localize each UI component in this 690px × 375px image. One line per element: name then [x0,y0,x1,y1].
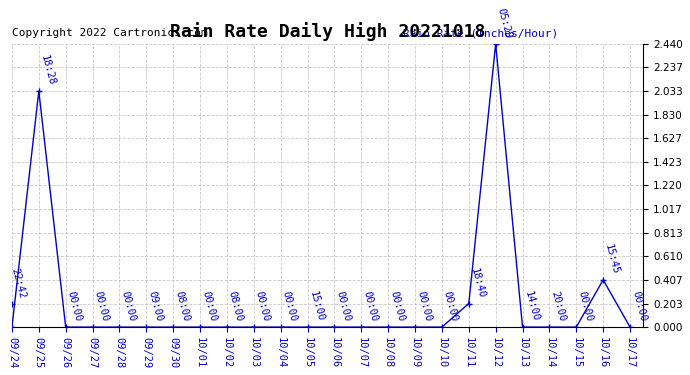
Text: 05:29: 05:29 [495,7,513,40]
Text: 15:00: 15:00 [308,290,325,323]
Text: 00:00: 00:00 [119,290,137,323]
Text: 00:00: 00:00 [92,290,110,323]
Text: 00:00: 00:00 [200,290,218,323]
Text: 18:40: 18:40 [469,267,486,299]
Text: 20:00: 20:00 [549,290,567,323]
Text: 00:00: 00:00 [335,290,352,323]
Text: 18:28: 18:28 [39,54,57,87]
Text: 00:00: 00:00 [281,290,298,323]
Text: 00:00: 00:00 [576,290,594,323]
Text: 00:00: 00:00 [254,290,272,323]
Title: Rain Rate Daily High 20221018: Rain Rate Daily High 20221018 [170,22,485,41]
Text: 08:00: 08:00 [173,290,191,323]
Text: 15:45: 15:45 [603,243,621,276]
Text: Copyright 2022 Cartronics.com: Copyright 2022 Cartronics.com [12,28,208,38]
Text: 00:00: 00:00 [630,290,648,323]
Text: 22:42: 22:42 [9,267,27,299]
Text: 00:00: 00:00 [442,290,460,323]
Text: 08:00: 08:00 [227,290,245,323]
Text: 00:00: 00:00 [415,290,433,323]
Text: Rain Rate (Inches/Hour): Rain Rate (Inches/Hour) [404,28,559,38]
Text: 00:00: 00:00 [66,290,83,323]
Text: 00:00: 00:00 [388,290,406,323]
Text: 00:00: 00:00 [362,290,379,323]
Text: 14:00: 14:00 [522,290,540,323]
Text: 09:00: 09:00 [146,290,164,323]
